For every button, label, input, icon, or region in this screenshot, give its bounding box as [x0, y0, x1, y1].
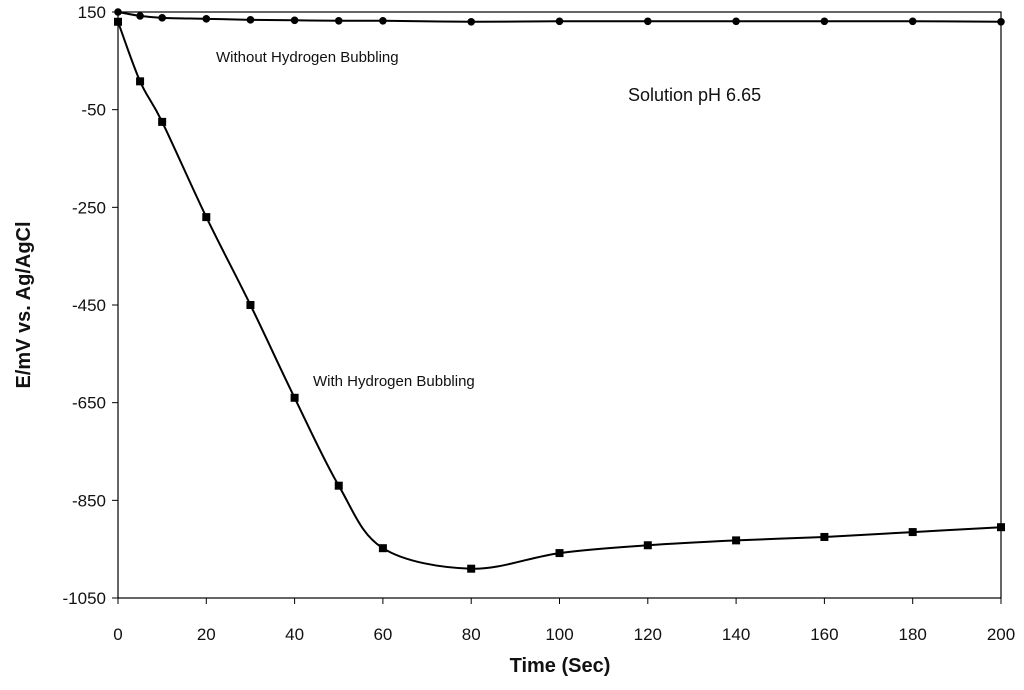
data-point-with — [158, 117, 167, 126]
y-tick-label: 150 — [78, 3, 106, 22]
x-tick-label: 160 — [810, 625, 838, 644]
x-tick-label: 120 — [634, 625, 662, 644]
x-tick-label: 60 — [373, 625, 392, 644]
data-point-with — [997, 523, 1005, 532]
y-axis: 150 -50 -250 -450 -650 -850 -1050 — [63, 3, 118, 608]
x-tick-label: 20 — [197, 625, 216, 644]
x-axis: 0 20 40 60 80 100 120 140 160 180 200 — [113, 598, 1015, 644]
data-point-with — [114, 17, 122, 26]
data-point-with — [732, 536, 741, 545]
plot-area — [117, 11, 1002, 599]
data-point-with — [908, 528, 917, 537]
x-tick-label: 40 — [285, 625, 304, 644]
x-tick-label: 100 — [545, 625, 573, 644]
data-point-without — [997, 17, 1005, 26]
data-point-without — [820, 17, 829, 26]
data-point-without — [555, 17, 564, 26]
data-point-without — [379, 16, 387, 25]
y-axis-title: E/mV vs. Ag/AgCl — [13, 221, 35, 388]
data-point-with — [202, 213, 211, 222]
data-point-without — [136, 12, 144, 20]
annotation-with-hydrogen: With Hydrogen Bubbling — [313, 373, 475, 390]
annotation-without-hydrogen: Without Hydrogen Bubbling — [216, 49, 399, 66]
data-point-without — [644, 17, 652, 26]
data-point-with — [378, 544, 387, 553]
y-tick-label: -850 — [72, 491, 106, 510]
data-point-with — [334, 481, 343, 490]
data-point-without — [732, 17, 740, 26]
data-point-without — [246, 16, 255, 24]
y-tick-label: -650 — [72, 394, 106, 413]
y-tick-label: -1050 — [63, 589, 106, 608]
x-axis-title: Time (Sec) — [510, 655, 611, 677]
series-line-without — [117, 11, 1002, 23]
data-point-without — [290, 16, 299, 25]
data-point-with — [467, 564, 476, 573]
markers-layer — [114, 8, 1005, 573]
x-tick-label: 200 — [987, 625, 1015, 644]
x-tick-label: 0 — [113, 625, 122, 644]
data-point-without — [202, 15, 211, 23]
x-tick-label: 180 — [899, 625, 927, 644]
data-point-without — [114, 8, 122, 16]
x-tick-label: 80 — [462, 625, 481, 644]
data-point-with — [246, 301, 255, 309]
data-point-without — [908, 17, 917, 26]
y-tick-label: -250 — [72, 198, 106, 217]
annotation-solution-ph: Solution pH 6.65 — [628, 85, 761, 105]
data-point-with — [643, 541, 652, 550]
y-tick-label: -450 — [72, 296, 106, 315]
x-tick-label: 140 — [722, 625, 750, 644]
data-point-with — [820, 532, 829, 541]
y-tick-label: -50 — [81, 101, 106, 120]
data-point-with — [555, 549, 564, 558]
data-point-without — [334, 16, 343, 25]
data-point-with — [290, 393, 299, 402]
data-point-with — [136, 77, 145, 86]
data-point-without — [467, 17, 476, 26]
data-point-without — [158, 14, 166, 22]
